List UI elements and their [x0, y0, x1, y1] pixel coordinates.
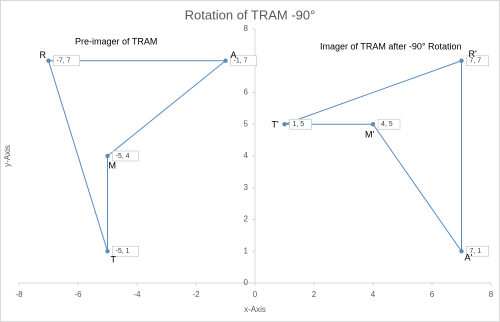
data-label-box	[289, 118, 312, 130]
point-label: M'	[365, 130, 374, 140]
point	[105, 153, 110, 159]
y-axis-label: y-Axis	[3, 145, 12, 167]
x-tick-label: -4	[133, 290, 141, 299]
data-label-box	[53, 55, 80, 67]
point-label: A	[231, 50, 237, 60]
annotation: Imager of TRAM after -90° Rotation	[320, 41, 462, 51]
point-label: A'	[465, 253, 473, 263]
annotation: Pre-imager of TRAM	[75, 36, 157, 46]
point-label: R	[40, 50, 47, 60]
x-axis-label: x-Axis	[244, 305, 266, 314]
point	[223, 58, 228, 63]
point-label: M	[109, 160, 117, 170]
y-tick-label: 3	[244, 183, 249, 192]
x-tick-label: -8	[15, 290, 23, 299]
data-label: -7, 7	[57, 58, 71, 65]
point-label: R'	[469, 49, 477, 59]
y-tick-label: 4	[244, 151, 249, 160]
x-tick-label: -6	[74, 290, 82, 299]
x-tick-label: 4	[371, 290, 376, 299]
x-tick-label: 8	[489, 290, 494, 299]
point	[46, 58, 51, 63]
y-tick-label: 5	[244, 119, 249, 128]
data-label: 4, 5	[381, 121, 393, 128]
data-label: 1, 5	[293, 121, 305, 128]
x-tick-label: 0	[253, 290, 258, 299]
data-label: -1, 7	[234, 58, 248, 65]
point	[459, 58, 464, 63]
x-tick-label: -2	[192, 290, 200, 299]
data-label: -5, 1	[116, 248, 130, 255]
point	[370, 122, 376, 127]
data-label: 7, 1	[470, 248, 482, 255]
point	[282, 122, 287, 127]
chart-title: Rotation of TRAM -90°	[185, 7, 316, 22]
y-tick-label: 6	[244, 88, 249, 97]
point	[459, 249, 464, 254]
data-label: -5, 4	[116, 153, 130, 160]
point-label: T	[111, 255, 117, 265]
x-tick-label: 6	[430, 290, 435, 299]
data-label: 7, 7	[470, 58, 482, 65]
y-tick-label: 1	[244, 246, 249, 255]
point-label: T'	[272, 120, 279, 130]
point	[105, 249, 110, 254]
data-label-box	[466, 245, 489, 257]
y-tick-label: 0	[244, 278, 249, 287]
data-label-box	[377, 118, 401, 130]
y-tick-label: 8	[244, 24, 249, 33]
data-label-box	[112, 150, 139, 162]
y-tick-label: 2	[244, 215, 249, 224]
data-label-box	[230, 55, 257, 67]
data-label-box	[112, 245, 139, 257]
data-label-box	[466, 55, 489, 67]
plot-area: -8-6-4-202468012345678Pre-imager of TRAM…	[15, 24, 493, 299]
x-tick-label: 2	[312, 290, 317, 299]
